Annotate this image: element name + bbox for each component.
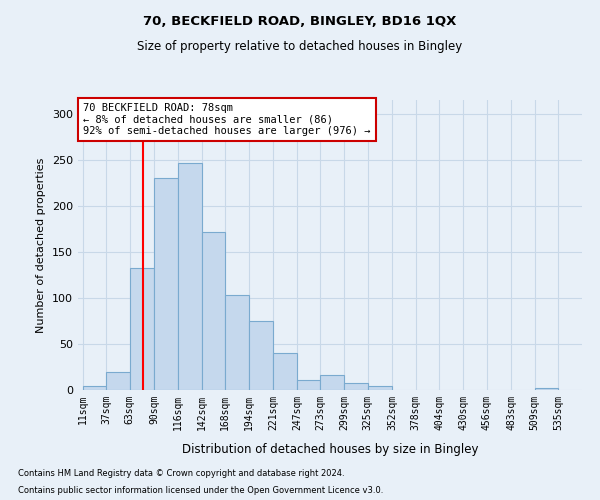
Text: 70 BECKFIELD ROAD: 78sqm
← 8% of detached houses are smaller (86)
92% of semi-de: 70 BECKFIELD ROAD: 78sqm ← 8% of detache… xyxy=(83,103,371,136)
Bar xyxy=(535,388,559,390)
Bar xyxy=(297,380,320,390)
Bar xyxy=(154,178,178,390)
Text: 70, BECKFIELD ROAD, BINGLEY, BD16 1QX: 70, BECKFIELD ROAD, BINGLEY, BD16 1QX xyxy=(143,15,457,28)
Bar xyxy=(83,386,106,390)
Bar xyxy=(106,372,130,390)
Bar xyxy=(225,295,249,390)
Y-axis label: Number of detached properties: Number of detached properties xyxy=(37,158,46,332)
Bar xyxy=(249,321,273,390)
Text: Contains HM Land Registry data © Crown copyright and database right 2024.: Contains HM Land Registry data © Crown c… xyxy=(18,468,344,477)
Bar xyxy=(202,232,225,390)
Bar xyxy=(368,386,392,390)
Bar xyxy=(130,268,154,390)
Text: Contains public sector information licensed under the Open Government Licence v3: Contains public sector information licen… xyxy=(18,486,383,495)
Text: Distribution of detached houses by size in Bingley: Distribution of detached houses by size … xyxy=(182,444,478,456)
Bar xyxy=(344,382,368,390)
Bar xyxy=(320,376,344,390)
Bar xyxy=(273,353,297,390)
Text: Size of property relative to detached houses in Bingley: Size of property relative to detached ho… xyxy=(137,40,463,53)
Bar xyxy=(178,162,202,390)
